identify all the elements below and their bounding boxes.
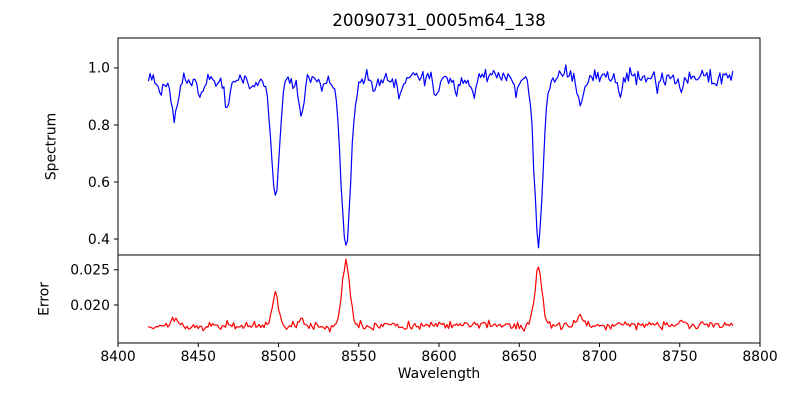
- error-line: [147, 258, 734, 333]
- spectrum-line: [147, 64, 734, 249]
- x-tick-label: 8700: [582, 349, 617, 365]
- y-tick-label: 0.4: [88, 232, 110, 248]
- chart-title: 20090731_0005m64_138: [332, 10, 545, 31]
- x-tick-label: 8600: [421, 349, 456, 365]
- x-axis-ticks: 8400 8450 8500 8550 8600 8650 8700 8750 8800: [100, 343, 778, 365]
- x-tick-label: 8800: [742, 349, 777, 365]
- error-plot-frame: [117, 254, 761, 344]
- spectrum-y-axis-label: Spectrum: [44, 113, 60, 180]
- spectrum-subplot: Spectrum 0.4 0.6 0.8 1.0: [44, 37, 761, 256]
- y-tick-label: 0.025: [70, 263, 110, 279]
- spectrum-plot-frame: [117, 37, 761, 256]
- x-tick-label: 8550: [341, 349, 376, 365]
- x-tick-label: 8400: [100, 349, 135, 365]
- y-tick-label: 0.020: [70, 298, 110, 314]
- y-tick-label: 0.6: [88, 175, 110, 191]
- x-tick-label: 8500: [261, 349, 296, 365]
- error-y-ticks: 0.020 0.025: [70, 263, 118, 314]
- x-axis-label: Wavelength: [398, 366, 480, 382]
- spectrum-y-ticks: 0.4 0.6 0.8 1.0: [88, 61, 118, 248]
- error-y-axis-label: Error: [37, 282, 53, 316]
- x-tick-label: 8750: [662, 349, 697, 365]
- y-tick-label: 0.8: [88, 118, 110, 134]
- x-tick-label: 8450: [181, 349, 216, 365]
- x-tick-label: 8650: [502, 349, 537, 365]
- error-subplot: Error 0.020 0.025: [37, 254, 761, 344]
- y-tick-label: 1.0: [88, 61, 110, 77]
